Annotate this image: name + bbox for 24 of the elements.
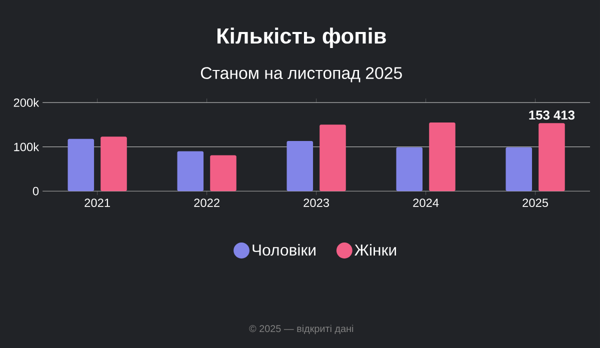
y-tick-label: 100k — [14, 142, 40, 151]
x-tick-label: 2021 — [84, 198, 110, 207]
bar — [320, 124, 346, 191]
chart-subtitle: Станом на листопад 2025 — [200, 66, 402, 82]
bar — [396, 147, 423, 191]
bar — [538, 122, 565, 191]
bar — [506, 147, 532, 191]
y-tick-label: 0 — [32, 186, 39, 196]
x-tick-label: 2025 — [522, 198, 548, 207]
legend-label: Жінки — [354, 244, 396, 256]
x-tick-label: 2024 — [413, 198, 439, 207]
bar — [100, 136, 127, 191]
bar — [429, 122, 456, 191]
bar — [177, 151, 204, 191]
bar — [68, 138, 94, 191]
bar — [210, 155, 236, 191]
x-tick-label: 2023 — [304, 198, 330, 207]
legend-label: Чоловіки — [252, 244, 316, 256]
y-tick-label: 200k — [14, 98, 40, 107]
data-label: 153 413 — [529, 110, 575, 120]
bar — [286, 140, 314, 191]
x-tick-label: 2022 — [194, 198, 220, 207]
text: © 2025 — відкриті дані — [249, 324, 354, 334]
chart-title: Кількість фопів — [217, 27, 386, 48]
